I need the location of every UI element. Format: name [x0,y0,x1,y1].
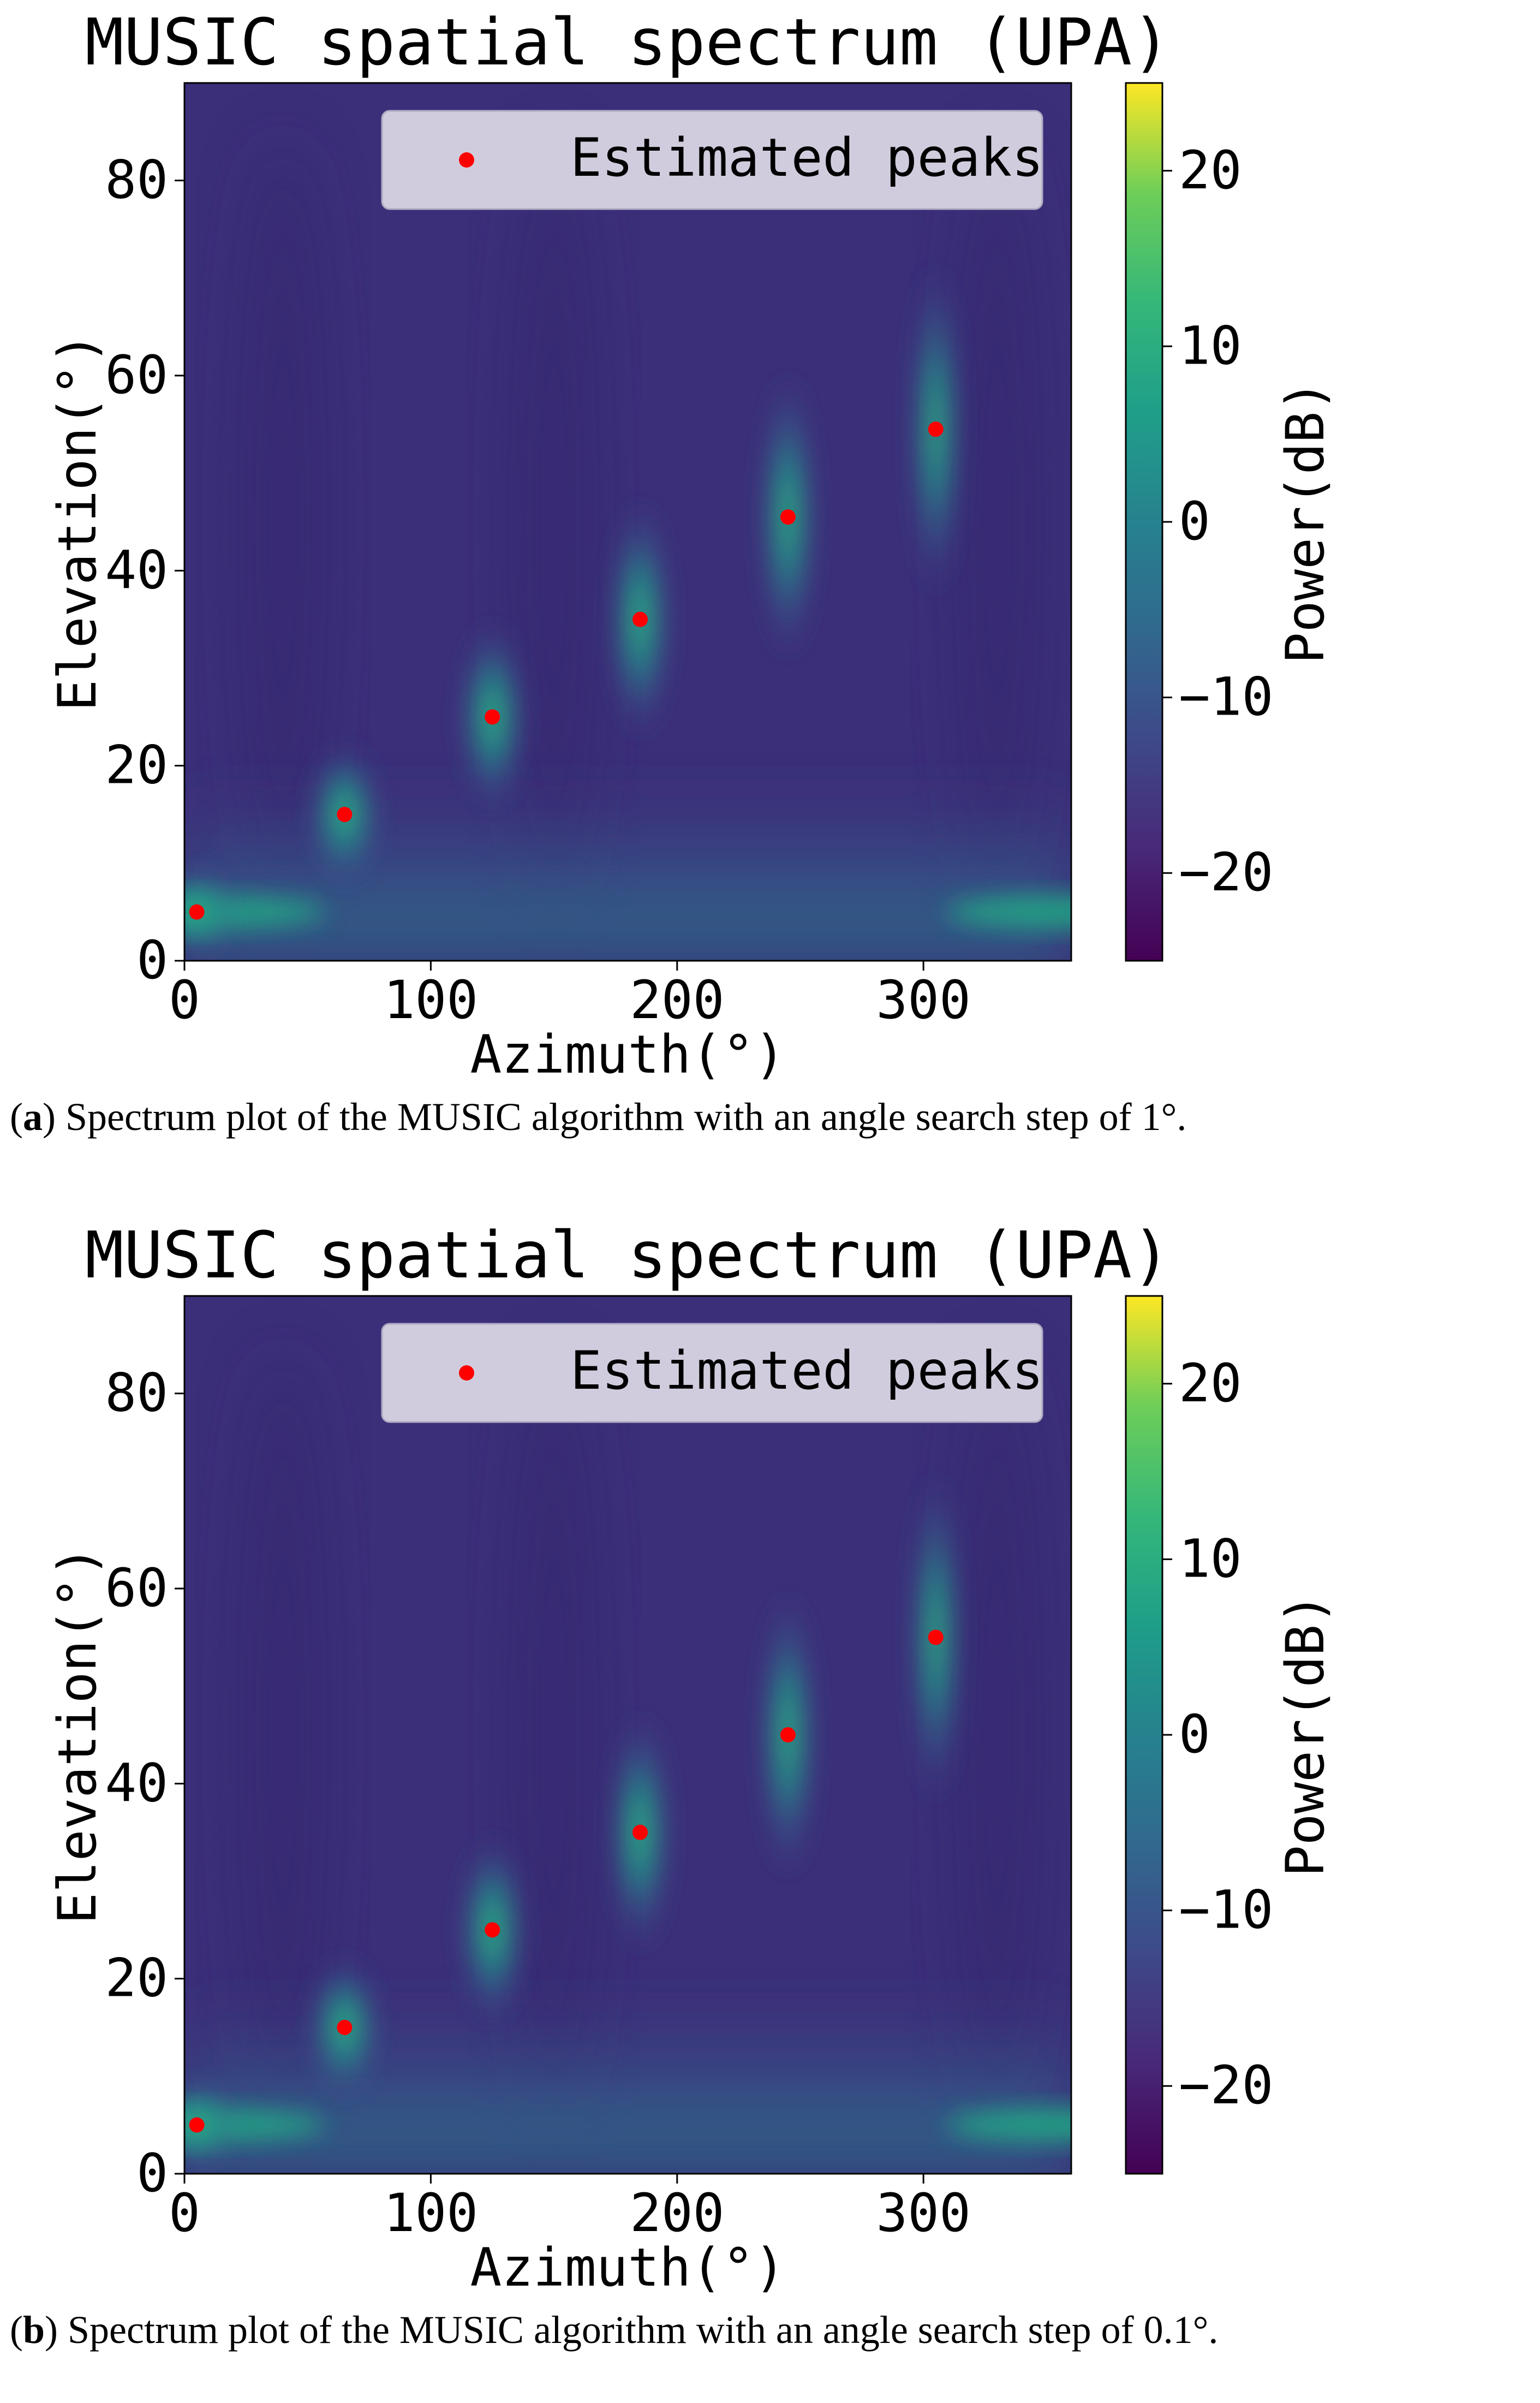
x-tick-label-0: 0 [169,2182,200,2244]
heatmap-edge-glow-right [946,895,1071,929]
spectrum-chart-b: MUSIC spatial spectrum (UPA)0 100 200 30002… [47,1217,1336,2298]
caption-b: (b) Spectrum plot of the MUSIC algorithm… [10,2308,1219,2352]
peak-marker-1 [337,807,353,822]
colorbar-tick-label-1: −10 [1179,667,1273,728]
x-axis-label: Azimuth(°) [470,2237,786,2298]
x-tick-label-1: 100 [384,2182,478,2244]
legend-box [381,1323,1043,1423]
caption-text-b: Spectrum plot of the MUSIC algorithm wit… [68,2308,1219,2352]
peak-marker-0 [189,904,205,920]
spectrum-chart-a: MUSIC spatial spectrum (UPA)0 100 200 30002… [47,4,1336,1085]
y-tick-label-3: 60 [105,1557,168,1619]
y-tick-label-0: 0 [136,2143,168,2204]
caption-label-a: a [22,1095,43,1139]
heatmap-texture-0 [239,1353,327,2117]
heatmap-texture-0 [239,140,327,904]
colorbar [1125,82,1163,962]
peak-marker-5 [928,1629,944,1645]
panel-b: MUSIC spatial spectrum (UPA) 0 100 200 300 0 2… [0,1213,1540,2403]
peak-marker-5 [928,421,944,437]
colorbar [1125,1295,1163,2175]
heatmap-field [184,1296,1071,2174]
peak-marker-2 [485,1922,500,1938]
peak-marker-0 [189,2117,205,2133]
plot-frame [183,1295,1072,2175]
y-tick-label-3: 60 [105,344,168,406]
caption-text-a: Spectrum plot of the MUSIC algorithm wit… [65,1095,1187,1139]
colorbar-tick-label-0: −20 [1179,2055,1273,2116]
colorbar-tick-label-0: −20 [1179,842,1273,903]
y-tick-label-0: 0 [136,930,168,991]
y-tick-label-4: 80 [105,150,168,211]
x-axis-label: Azimuth(°) [470,1024,786,1085]
x-tick-label-2: 200 [630,969,724,1031]
y-tick-label-1: 20 [105,735,168,796]
heatmap-texture-1 [510,140,598,904]
x-tick-label-1: 100 [384,969,478,1031]
heatmap-texture-2 [953,140,1041,904]
y-tick-label-4: 80 [105,1363,168,1424]
colorbar-tick-label-4: 20 [1179,140,1242,201]
legend-marker [459,1365,474,1381]
colorbar-label: Power(dB) [1275,380,1336,664]
y-axis-label: Elevation(°) [47,332,108,711]
heatmap-field [184,83,1071,961]
peak-marker-2 [485,709,500,725]
x-tick-label-3: 300 [876,969,970,1031]
caption-a: (a) Spectrum plot of the MUSIC algorithm… [10,1095,1187,1139]
legend-marker [459,152,474,168]
y-tick-label-2: 40 [105,1752,168,1813]
peak-marker-3 [632,611,648,627]
colorbar-tick-label-3: 10 [1179,315,1242,376]
legend-label: Estimated peaks [570,127,1043,188]
legend-label: Estimated peaks [570,1340,1043,1401]
colorbar-tick-label-3: 10 [1179,1528,1242,1589]
peak-marker-3 [632,1824,648,1840]
chart-title: MUSIC spatial spectrum (UPA) [85,4,1171,80]
x-tick-label-2: 200 [630,2182,724,2244]
colorbar-tick-label-2: 0 [1179,491,1210,552]
heatmap-texture-2 [953,1353,1041,2117]
peak-marker-1 [337,2020,353,2035]
colorbar-tick-label-1: −10 [1179,1879,1273,1941]
peak-lobe-0 [184,2078,235,2172]
colorbar-tick-label-4: 20 [1179,1353,1242,1414]
x-tick-label-3: 300 [876,2182,970,2244]
y-axis-label: Elevation(°) [47,1545,108,1924]
x-tick-label-0: 0 [169,969,200,1031]
heatmap-texture-1 [510,1353,598,2117]
chart-title: MUSIC spatial spectrum (UPA) [85,1217,1171,1293]
y-tick-label-2: 40 [105,539,168,600]
legend: Estimated peaks [381,1323,1043,1423]
legend-box [381,110,1043,210]
y-tick-label-1: 20 [105,1948,168,2009]
heatmap-edge-glow-right [946,2108,1071,2142]
caption-label-b: b [22,2308,45,2352]
colorbar-label: Power(dB) [1275,1593,1336,1877]
colorbar-tick-label-2: 0 [1179,1704,1210,1765]
peak-marker-4 [780,509,796,525]
plot-frame [183,82,1072,962]
panel-a: MUSIC spatial spectrum (UPA) 0 100 200 300 0 2… [0,0,1540,1190]
peak-lobe-0 [184,865,235,959]
peak-marker-4 [780,1727,796,1742]
legend: Estimated peaks [381,110,1043,210]
